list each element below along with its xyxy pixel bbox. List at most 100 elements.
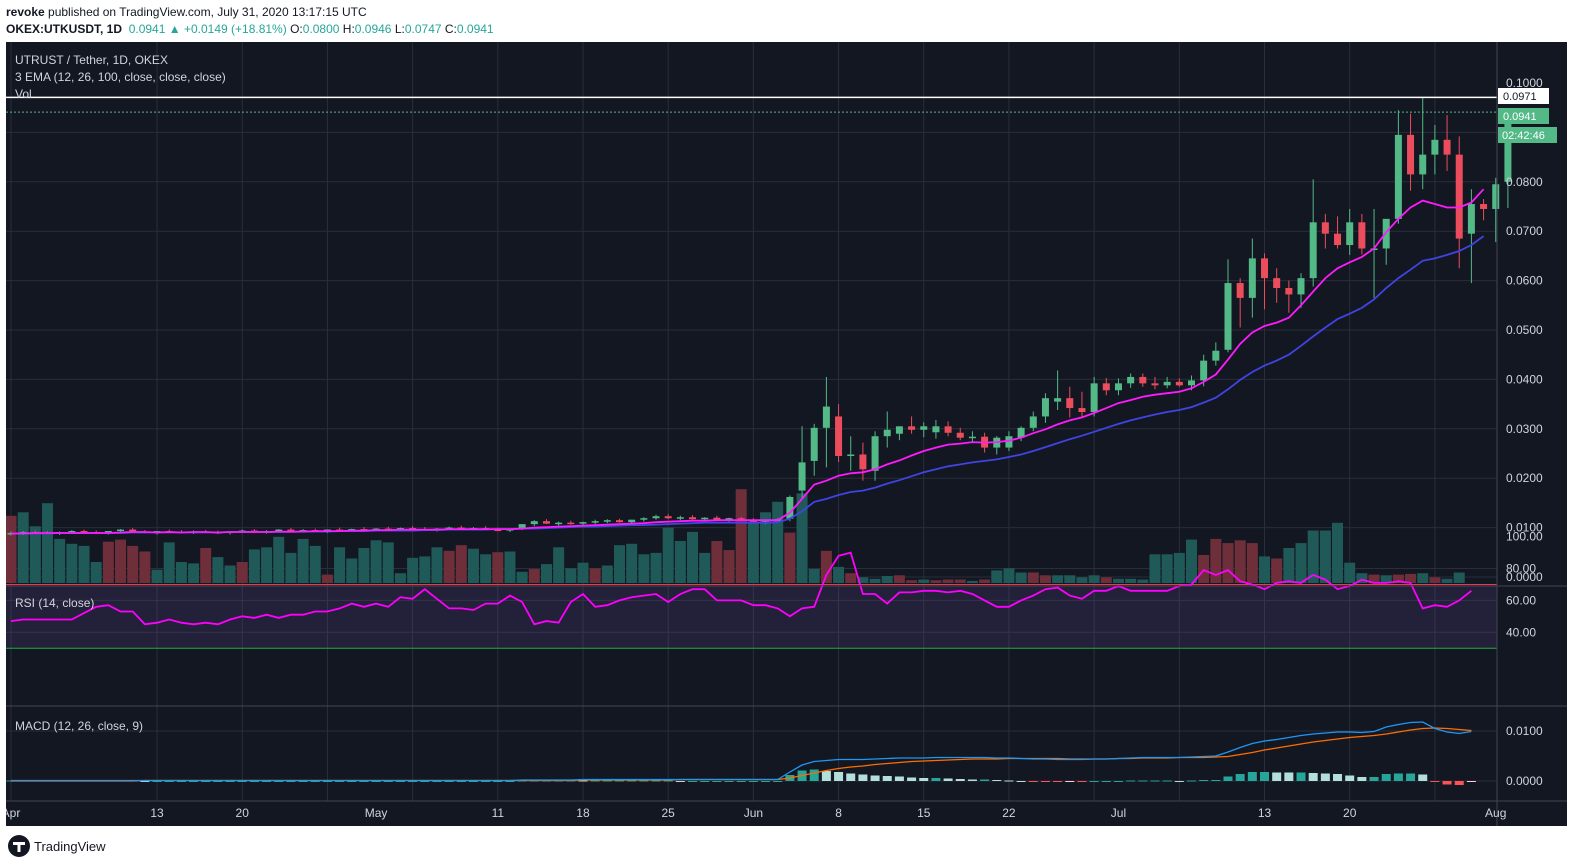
candle-body xyxy=(1273,278,1281,289)
tradingview-brand[interactable]: TradingView xyxy=(34,839,106,854)
candle-body xyxy=(652,516,660,519)
time-tick-label: 25 xyxy=(662,806,676,820)
macd-histogram-bar xyxy=(383,781,393,782)
macd-histogram-bar xyxy=(274,781,284,782)
volume-bar xyxy=(1198,555,1210,583)
time-tick-label: 11 xyxy=(492,806,505,820)
volume-bar xyxy=(772,501,784,583)
volume-bar xyxy=(1003,568,1015,583)
candle-body xyxy=(810,427,818,461)
axes: 0.0000 0.0100 0.0200 0.0300 0.0400 0.0500 0.06… xyxy=(2,42,1567,826)
macd-histogram-bar xyxy=(992,780,1002,781)
volume-bar xyxy=(1380,575,1392,583)
volume-bar xyxy=(845,573,857,583)
volume-bar xyxy=(857,577,869,583)
tradingview-logo-icon[interactable] xyxy=(8,835,30,857)
macd-histogram-bar xyxy=(1345,775,1355,781)
volume-bar xyxy=(699,552,711,583)
candle-body xyxy=(640,518,648,520)
volume-bar xyxy=(1417,573,1429,583)
candle-body xyxy=(968,436,976,439)
volume-bar xyxy=(1149,554,1161,583)
macd-pane[interactable] xyxy=(6,721,1476,785)
macd-histogram-bar xyxy=(1053,781,1063,782)
candle-body xyxy=(1054,398,1062,402)
macd-histogram-bar xyxy=(1381,774,1391,781)
macd-histogram-bar xyxy=(712,781,722,782)
rsi-legend: RSI (14, close) xyxy=(15,596,94,610)
volume-bar xyxy=(1125,578,1137,583)
volume-bar xyxy=(29,526,41,583)
macd-histogram-bar xyxy=(663,780,673,782)
price-pane[interactable] xyxy=(5,96,1512,583)
candle-body xyxy=(542,521,550,524)
volume-bar xyxy=(1088,575,1100,583)
candle-body xyxy=(1212,350,1220,361)
candle-body xyxy=(80,531,88,533)
time-tick-label: Aug xyxy=(1485,806,1506,820)
volume-bar xyxy=(1222,543,1234,583)
candle-body xyxy=(1309,222,1317,279)
candle-body xyxy=(1321,222,1329,234)
macd-histogram-bar xyxy=(152,781,162,782)
volume-bar xyxy=(127,545,139,583)
candle-body xyxy=(1297,278,1305,295)
grid-lines xyxy=(6,42,1497,801)
macd-histogram-bar xyxy=(1357,777,1367,781)
macd-histogram-bar xyxy=(310,781,320,782)
volume-bar xyxy=(723,550,735,583)
price-tick-label: 0.0700 xyxy=(1506,224,1543,238)
time-tick-label: Apr xyxy=(6,806,20,820)
resistance-price-box xyxy=(1498,88,1549,104)
candle-body xyxy=(117,529,125,532)
macd-histogram-bar xyxy=(1211,780,1221,781)
macd-tick-label: 0.0000 xyxy=(1506,774,1543,788)
volume-bar xyxy=(638,554,650,583)
macd-histogram-bar xyxy=(1016,781,1026,782)
candle-body xyxy=(603,520,611,522)
close-value: 0.0941 xyxy=(456,22,494,36)
macd-histogram-bar xyxy=(237,781,247,782)
volume-bar xyxy=(139,551,151,583)
candle-body xyxy=(591,521,599,523)
candle-body xyxy=(895,426,903,434)
candle-body xyxy=(664,516,672,519)
candle-body xyxy=(129,529,137,532)
author-name[interactable]: revoke xyxy=(6,5,45,19)
candle-body xyxy=(1187,380,1195,386)
resistance-price-label: 0.0971 xyxy=(1503,91,1537,103)
volume-bar xyxy=(1137,579,1149,583)
volume-bar xyxy=(200,548,212,583)
rsi-pane[interactable] xyxy=(6,551,1497,649)
volume-bar xyxy=(589,568,601,583)
volume-bar xyxy=(893,575,905,583)
volume-bar xyxy=(760,512,772,583)
candle-body xyxy=(871,436,879,471)
macd-tick-label: 0.0100 xyxy=(1506,724,1543,738)
countdown-box xyxy=(1498,127,1557,143)
volume-bar xyxy=(358,548,370,583)
chart-frame[interactable]: 0.0000 0.0100 0.0200 0.0300 0.0400 0.0500 0.06… xyxy=(2,42,1567,826)
volume-bar xyxy=(553,547,565,583)
macd-histogram-bar xyxy=(249,781,259,782)
candle-body xyxy=(1334,233,1342,246)
macd-histogram-bar xyxy=(1162,780,1172,782)
candle-body xyxy=(1236,283,1244,298)
macd-histogram-bar xyxy=(870,775,880,781)
candle-body xyxy=(1175,381,1183,386)
macd-histogram-bar xyxy=(189,781,199,782)
candle-body xyxy=(1261,258,1269,279)
time-tick-label: 20 xyxy=(236,806,250,820)
candle-body xyxy=(908,426,916,430)
publish-header: revoke published on TradingView.com, Jul… xyxy=(0,0,1583,42)
volume-bar xyxy=(1039,575,1051,583)
chart-canvas[interactable]: 0.0000 0.0100 0.0200 0.0300 0.0400 0.0500 0.06… xyxy=(2,42,1567,826)
volume-bar xyxy=(1344,562,1356,583)
macd-histogram-bar xyxy=(980,779,990,781)
volume-bar xyxy=(942,579,954,583)
candle-body xyxy=(530,521,538,525)
candle-body xyxy=(1358,222,1366,249)
macd-histogram-bar xyxy=(201,781,211,782)
macd-histogram-bar xyxy=(578,780,588,782)
price-tick-label: 0.0400 xyxy=(1506,372,1543,386)
